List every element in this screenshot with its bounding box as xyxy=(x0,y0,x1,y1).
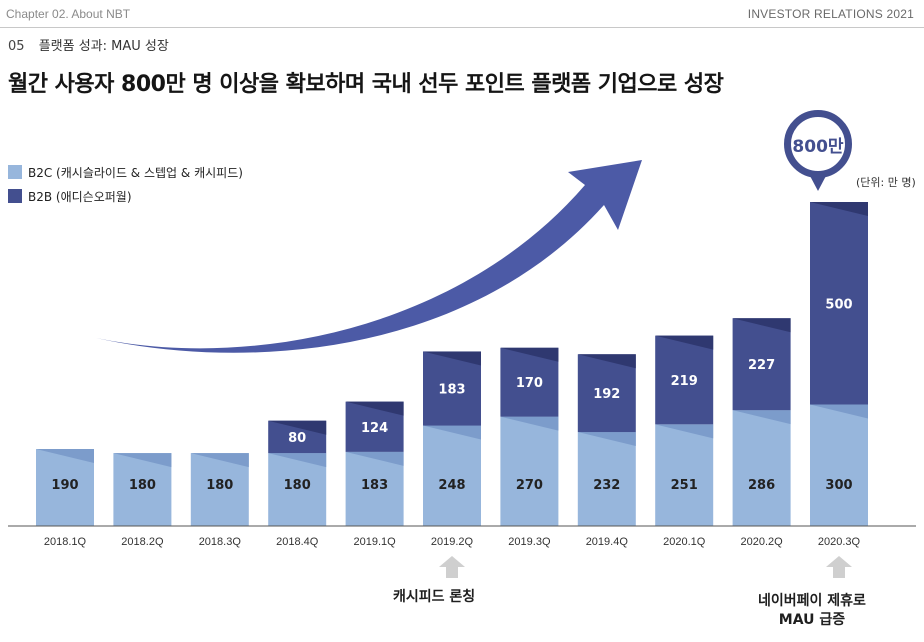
bar-b2b-cap-4 xyxy=(345,401,404,416)
page-title: 월간 사용자 800만 명 이상을 확보하며 국내 선두 포인트 플랫폼 기업으… xyxy=(8,72,724,97)
bar-b2c-0 xyxy=(36,449,94,526)
bar-b2c-cap-9 xyxy=(732,410,791,425)
subsection-label: 플랫폼 성과: MAU 성장 xyxy=(38,39,169,54)
x-tick-label-2: 2018.3Q xyxy=(199,536,242,548)
bar-b2b-7 xyxy=(577,354,636,433)
x-tick-label-7: 2019.4Q xyxy=(586,536,629,548)
callout-label: 800만 xyxy=(792,136,844,157)
bar-b2b-cap-3 xyxy=(268,420,327,435)
data-label-b2c-0: 190 xyxy=(51,478,78,493)
legend-label-b2c: B2C (캐시슬라이드 & 스텝업 & 캐시피드) xyxy=(28,165,243,180)
data-label-b2c-7: 232 xyxy=(593,478,620,493)
bar-b2c-1 xyxy=(113,453,172,526)
up-arrow-icon-1 xyxy=(826,556,852,578)
bar-b2c-4 xyxy=(345,451,404,526)
bar-b2b-10 xyxy=(810,202,868,405)
data-label-b2b-10: 500 xyxy=(825,297,852,312)
note-partner-line2: MAU 급증 xyxy=(778,612,846,628)
x-tick-label-6: 2019.3Q xyxy=(508,536,551,548)
bar-b2c-cap-5 xyxy=(423,425,481,440)
data-label-b2b-6: 170 xyxy=(516,376,543,391)
data-label-b2b-4: 124 xyxy=(361,421,388,436)
bar-b2c-2 xyxy=(190,453,249,526)
bar-b2c-10 xyxy=(810,404,868,526)
data-label-b2c-2: 180 xyxy=(206,478,233,493)
growth-arrow-icon xyxy=(96,160,642,353)
x-tick-label-1: 2018.2Q xyxy=(121,536,164,548)
bar-b2b-cap-10 xyxy=(810,202,868,216)
legend-swatch-b2c xyxy=(8,165,22,179)
note-launch: 캐시피드 론칭 xyxy=(393,588,475,607)
data-label-b2c-4: 183 xyxy=(361,478,388,493)
chart-legend: B2C (캐시슬라이드 & 스텝업 & 캐시피드) B2B (애디슨오퍼월) xyxy=(8,160,243,208)
x-tick-labels: 2018.1Q 2018.2Q 2018.3Q 2018.4Q 2019.1Q 2019.… xyxy=(44,536,861,548)
bar-b2c-6 xyxy=(500,416,559,526)
bar-b2b-cap-9 xyxy=(732,318,791,333)
data-label-b2c-1: 180 xyxy=(129,478,156,493)
bar-b2c-cap-2 xyxy=(190,453,249,468)
bar-b2c-cap-1 xyxy=(113,453,172,468)
bar-b2c-cap-4 xyxy=(345,451,404,466)
x-tick-label-3: 2018.4Q xyxy=(276,536,319,548)
bar-b2c-3 xyxy=(268,453,327,526)
data-label-b2c-10: 300 xyxy=(825,478,852,493)
callout-800-bubble: 800만 xyxy=(784,110,852,178)
subsection-heading: 05 플랫폼 성과: MAU 성장 xyxy=(8,35,169,54)
subsection-number: 05 xyxy=(8,39,25,54)
x-tick-label-8: 2020.1Q xyxy=(663,536,706,548)
data-label-b2b-7: 192 xyxy=(593,387,620,402)
bar-b2c-cap-6 xyxy=(500,416,559,431)
report-label: INVESTOR RELATIONS 2021 xyxy=(747,7,914,21)
data-label-b2b-5: 183 xyxy=(438,383,465,398)
data-label-b2c-5: 248 xyxy=(438,478,465,493)
bar-b2c-cap-0 xyxy=(36,449,94,464)
legend-item-b2c: B2C (캐시슬라이드 & 스텝업 & 캐시피드) xyxy=(8,160,243,184)
note-partner-line1: 네이버페이 제휴로 xyxy=(758,593,866,609)
bar-b2b-cap-6 xyxy=(500,347,559,362)
bar-b2b-5 xyxy=(423,351,481,426)
bar-b2c-7 xyxy=(577,432,636,526)
data-label-b2c-8: 251 xyxy=(671,478,698,493)
bar-b2c-5 xyxy=(423,425,481,526)
legend-item-b2b: B2B (애디슨오퍼월) xyxy=(8,184,243,208)
chapter-label: Chapter 02. About NBT xyxy=(6,7,131,21)
note-partner: 네이버페이 제휴로 MAU 급증 xyxy=(758,592,866,630)
callout-pointer-icon xyxy=(809,174,827,191)
data-label-b2b-3: 80 xyxy=(288,431,306,446)
header-divider xyxy=(0,27,924,28)
bar-b2b-8 xyxy=(655,335,714,425)
bar-b2b-9 xyxy=(732,318,791,411)
x-tick-label-4: 2019.1Q xyxy=(353,536,396,548)
note-launch-text: 캐시피드 론칭 xyxy=(393,589,476,605)
unit-label: (단위: 만 명) xyxy=(856,176,916,189)
x-tick-label-9: 2020.2Q xyxy=(740,536,783,548)
bar-b2c-cap-8 xyxy=(655,424,714,439)
legend-label-b2b: B2B (애디슨오퍼월) xyxy=(28,189,132,204)
bar-b2b-cap-8 xyxy=(655,335,714,350)
data-label-b2c-6: 270 xyxy=(516,478,543,493)
legend-swatch-b2b xyxy=(8,189,22,203)
bar-b2c-8 xyxy=(655,424,714,526)
bar-b2b-cap-7 xyxy=(577,354,636,369)
data-label-b2c-9: 286 xyxy=(748,478,775,493)
x-tick-label-0: 2018.1Q xyxy=(44,536,87,548)
bar-b2c-cap-7 xyxy=(577,432,636,447)
up-arrow-icon-0 xyxy=(439,556,465,578)
bar-b2c-cap-10 xyxy=(810,404,868,419)
up-arrows xyxy=(439,556,852,578)
data-label-b2c-3: 180 xyxy=(284,478,311,493)
bar-b2c-9 xyxy=(732,410,791,526)
bar-b2c-cap-3 xyxy=(268,453,327,468)
data-label-b2b-8: 219 xyxy=(671,374,698,389)
x-tick-label-5: 2019.2Q xyxy=(431,536,474,548)
bars-group: 190 180 180 180 80 183 124 248 183 270 170 232 192 25… xyxy=(36,202,868,526)
x-tick-label-10: 2020.3Q xyxy=(818,536,861,548)
data-label-b2b-9: 227 xyxy=(748,358,775,373)
bar-b2b-cap-5 xyxy=(423,351,481,366)
